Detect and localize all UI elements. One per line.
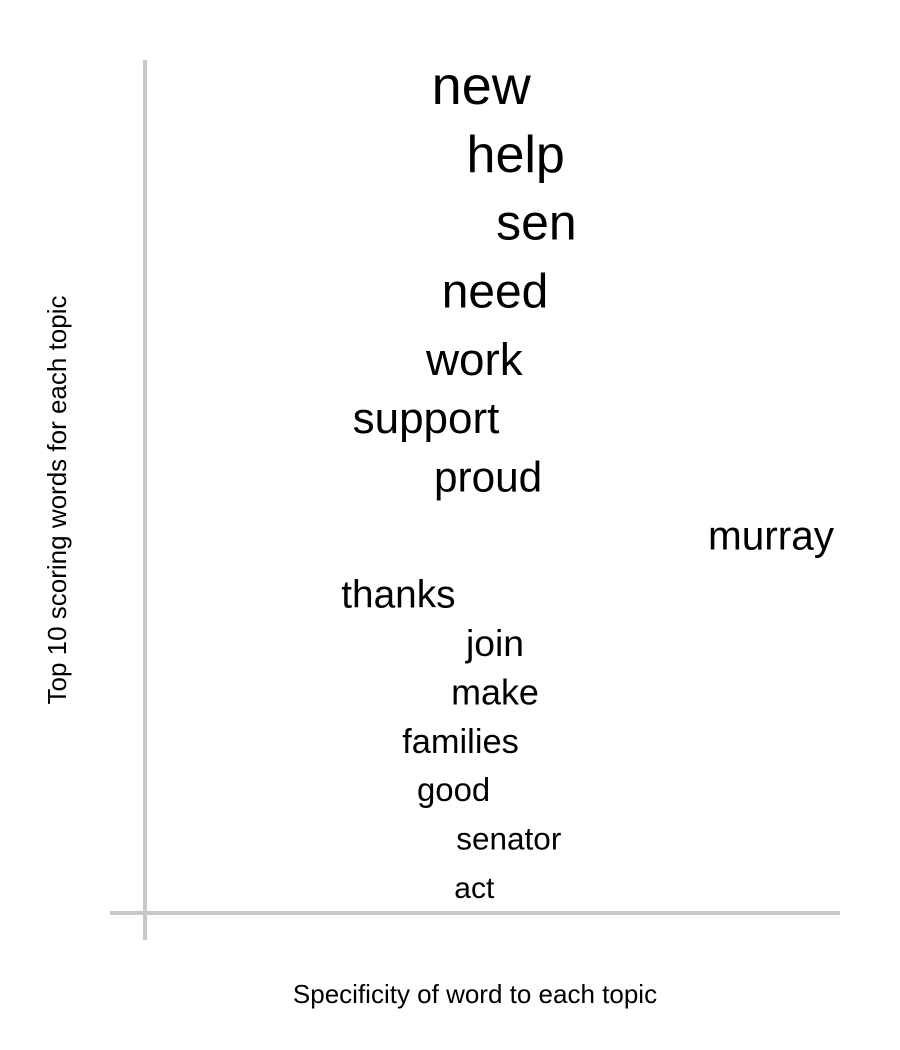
word-murray: murray [708, 512, 835, 558]
word-help: help [467, 126, 565, 184]
word-support: support [353, 394, 500, 443]
word-thanks: thanks [341, 574, 455, 617]
word-make: make [451, 672, 539, 712]
word-marks: new help sen need work support proud murray than… [341, 56, 835, 905]
word-sen: sen [496, 195, 576, 251]
word-senator: senator [456, 821, 561, 857]
word-join: join [465, 622, 524, 664]
word-work: work [425, 334, 523, 385]
y-axis-label: Top 10 scoring words for each topic [42, 296, 72, 705]
word-need: need [442, 265, 549, 318]
word-act: act [454, 872, 495, 905]
word-new: new [432, 56, 532, 116]
word-good: good [417, 771, 490, 808]
word-families: families [402, 723, 519, 761]
word-proud: proud [434, 453, 542, 500]
x-axis-label: Specificity of word to each topic [293, 979, 657, 1009]
